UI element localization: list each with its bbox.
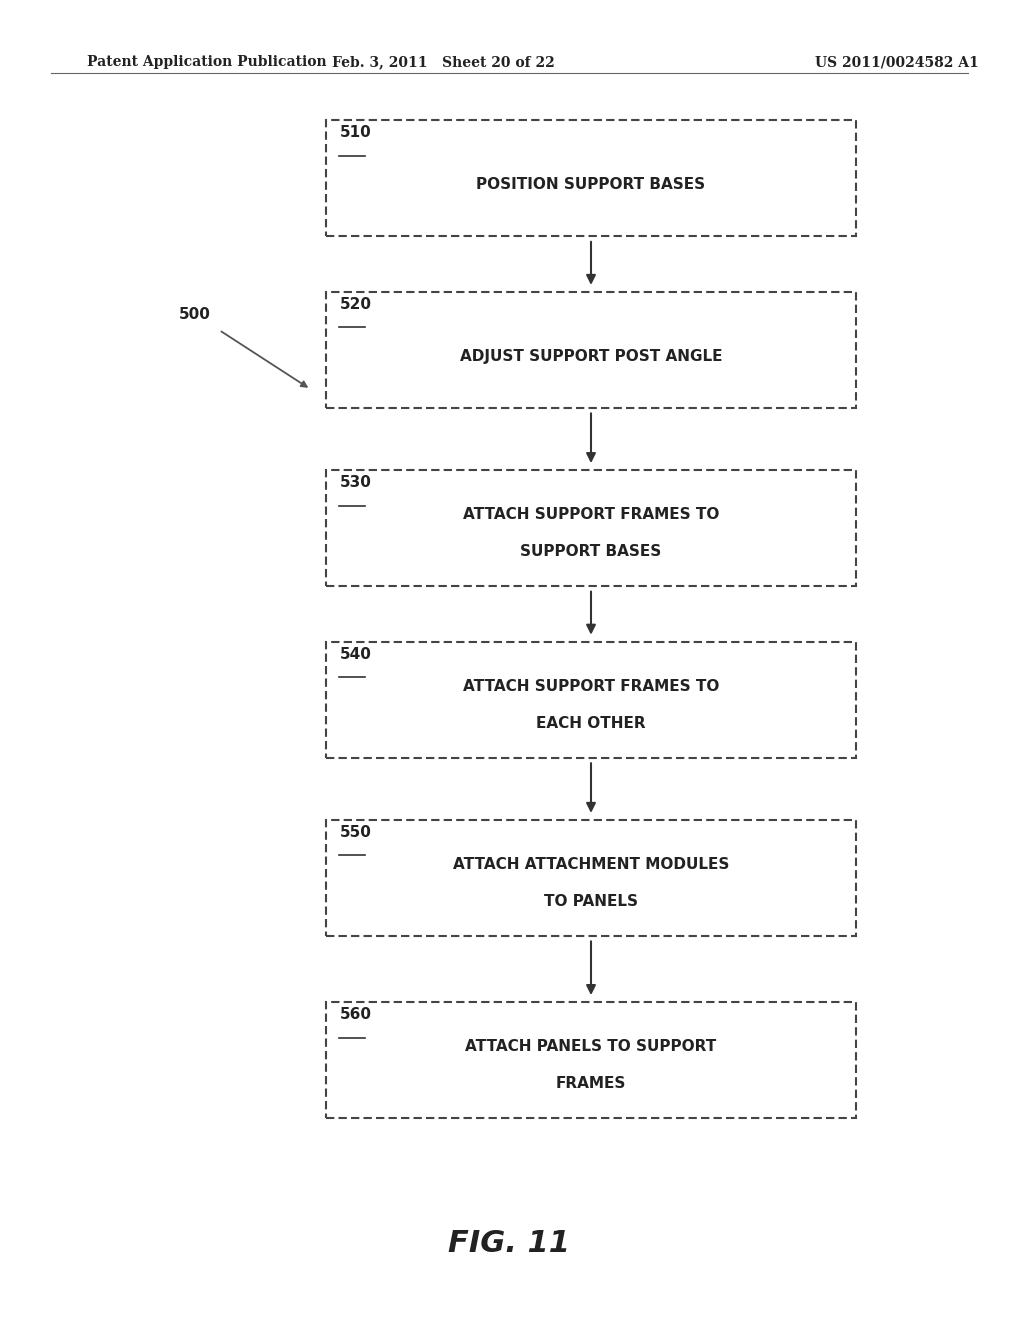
Text: ATTACH PANELS TO SUPPORT: ATTACH PANELS TO SUPPORT: [465, 1039, 717, 1055]
Text: TO PANELS: TO PANELS: [544, 894, 638, 909]
Bar: [326, 642, 856, 758]
Text: Feb. 3, 2011   Sheet 20 of 22: Feb. 3, 2011 Sheet 20 of 22: [332, 55, 555, 70]
Text: FRAMES: FRAMES: [556, 1076, 627, 1092]
Bar: [326, 1002, 856, 1118]
Text: ATTACH SUPPORT FRAMES TO: ATTACH SUPPORT FRAMES TO: [463, 678, 719, 694]
Text: 530: 530: [339, 475, 371, 490]
Text: 550: 550: [339, 825, 371, 840]
Bar: [326, 470, 856, 586]
Bar: [326, 820, 856, 936]
Text: EACH OTHER: EACH OTHER: [537, 715, 646, 731]
Text: 560: 560: [339, 1007, 372, 1022]
Text: ADJUST SUPPORT POST ANGLE: ADJUST SUPPORT POST ANGLE: [460, 348, 722, 364]
Text: ATTACH SUPPORT FRAMES TO: ATTACH SUPPORT FRAMES TO: [463, 507, 719, 523]
Text: 520: 520: [339, 297, 372, 312]
Text: 510: 510: [339, 125, 371, 140]
Text: 500: 500: [178, 306, 210, 322]
Text: POSITION SUPPORT BASES: POSITION SUPPORT BASES: [476, 177, 706, 193]
Text: Patent Application Publication: Patent Application Publication: [87, 55, 327, 70]
Text: FIG. 11: FIG. 11: [449, 1229, 570, 1258]
Text: ATTACH ATTACHMENT MODULES: ATTACH ATTACHMENT MODULES: [453, 857, 729, 873]
Text: US 2011/0024582 A1: US 2011/0024582 A1: [815, 55, 979, 70]
Bar: [326, 292, 856, 408]
Bar: [326, 120, 856, 236]
Text: SUPPORT BASES: SUPPORT BASES: [520, 544, 662, 560]
Text: 540: 540: [339, 647, 371, 661]
